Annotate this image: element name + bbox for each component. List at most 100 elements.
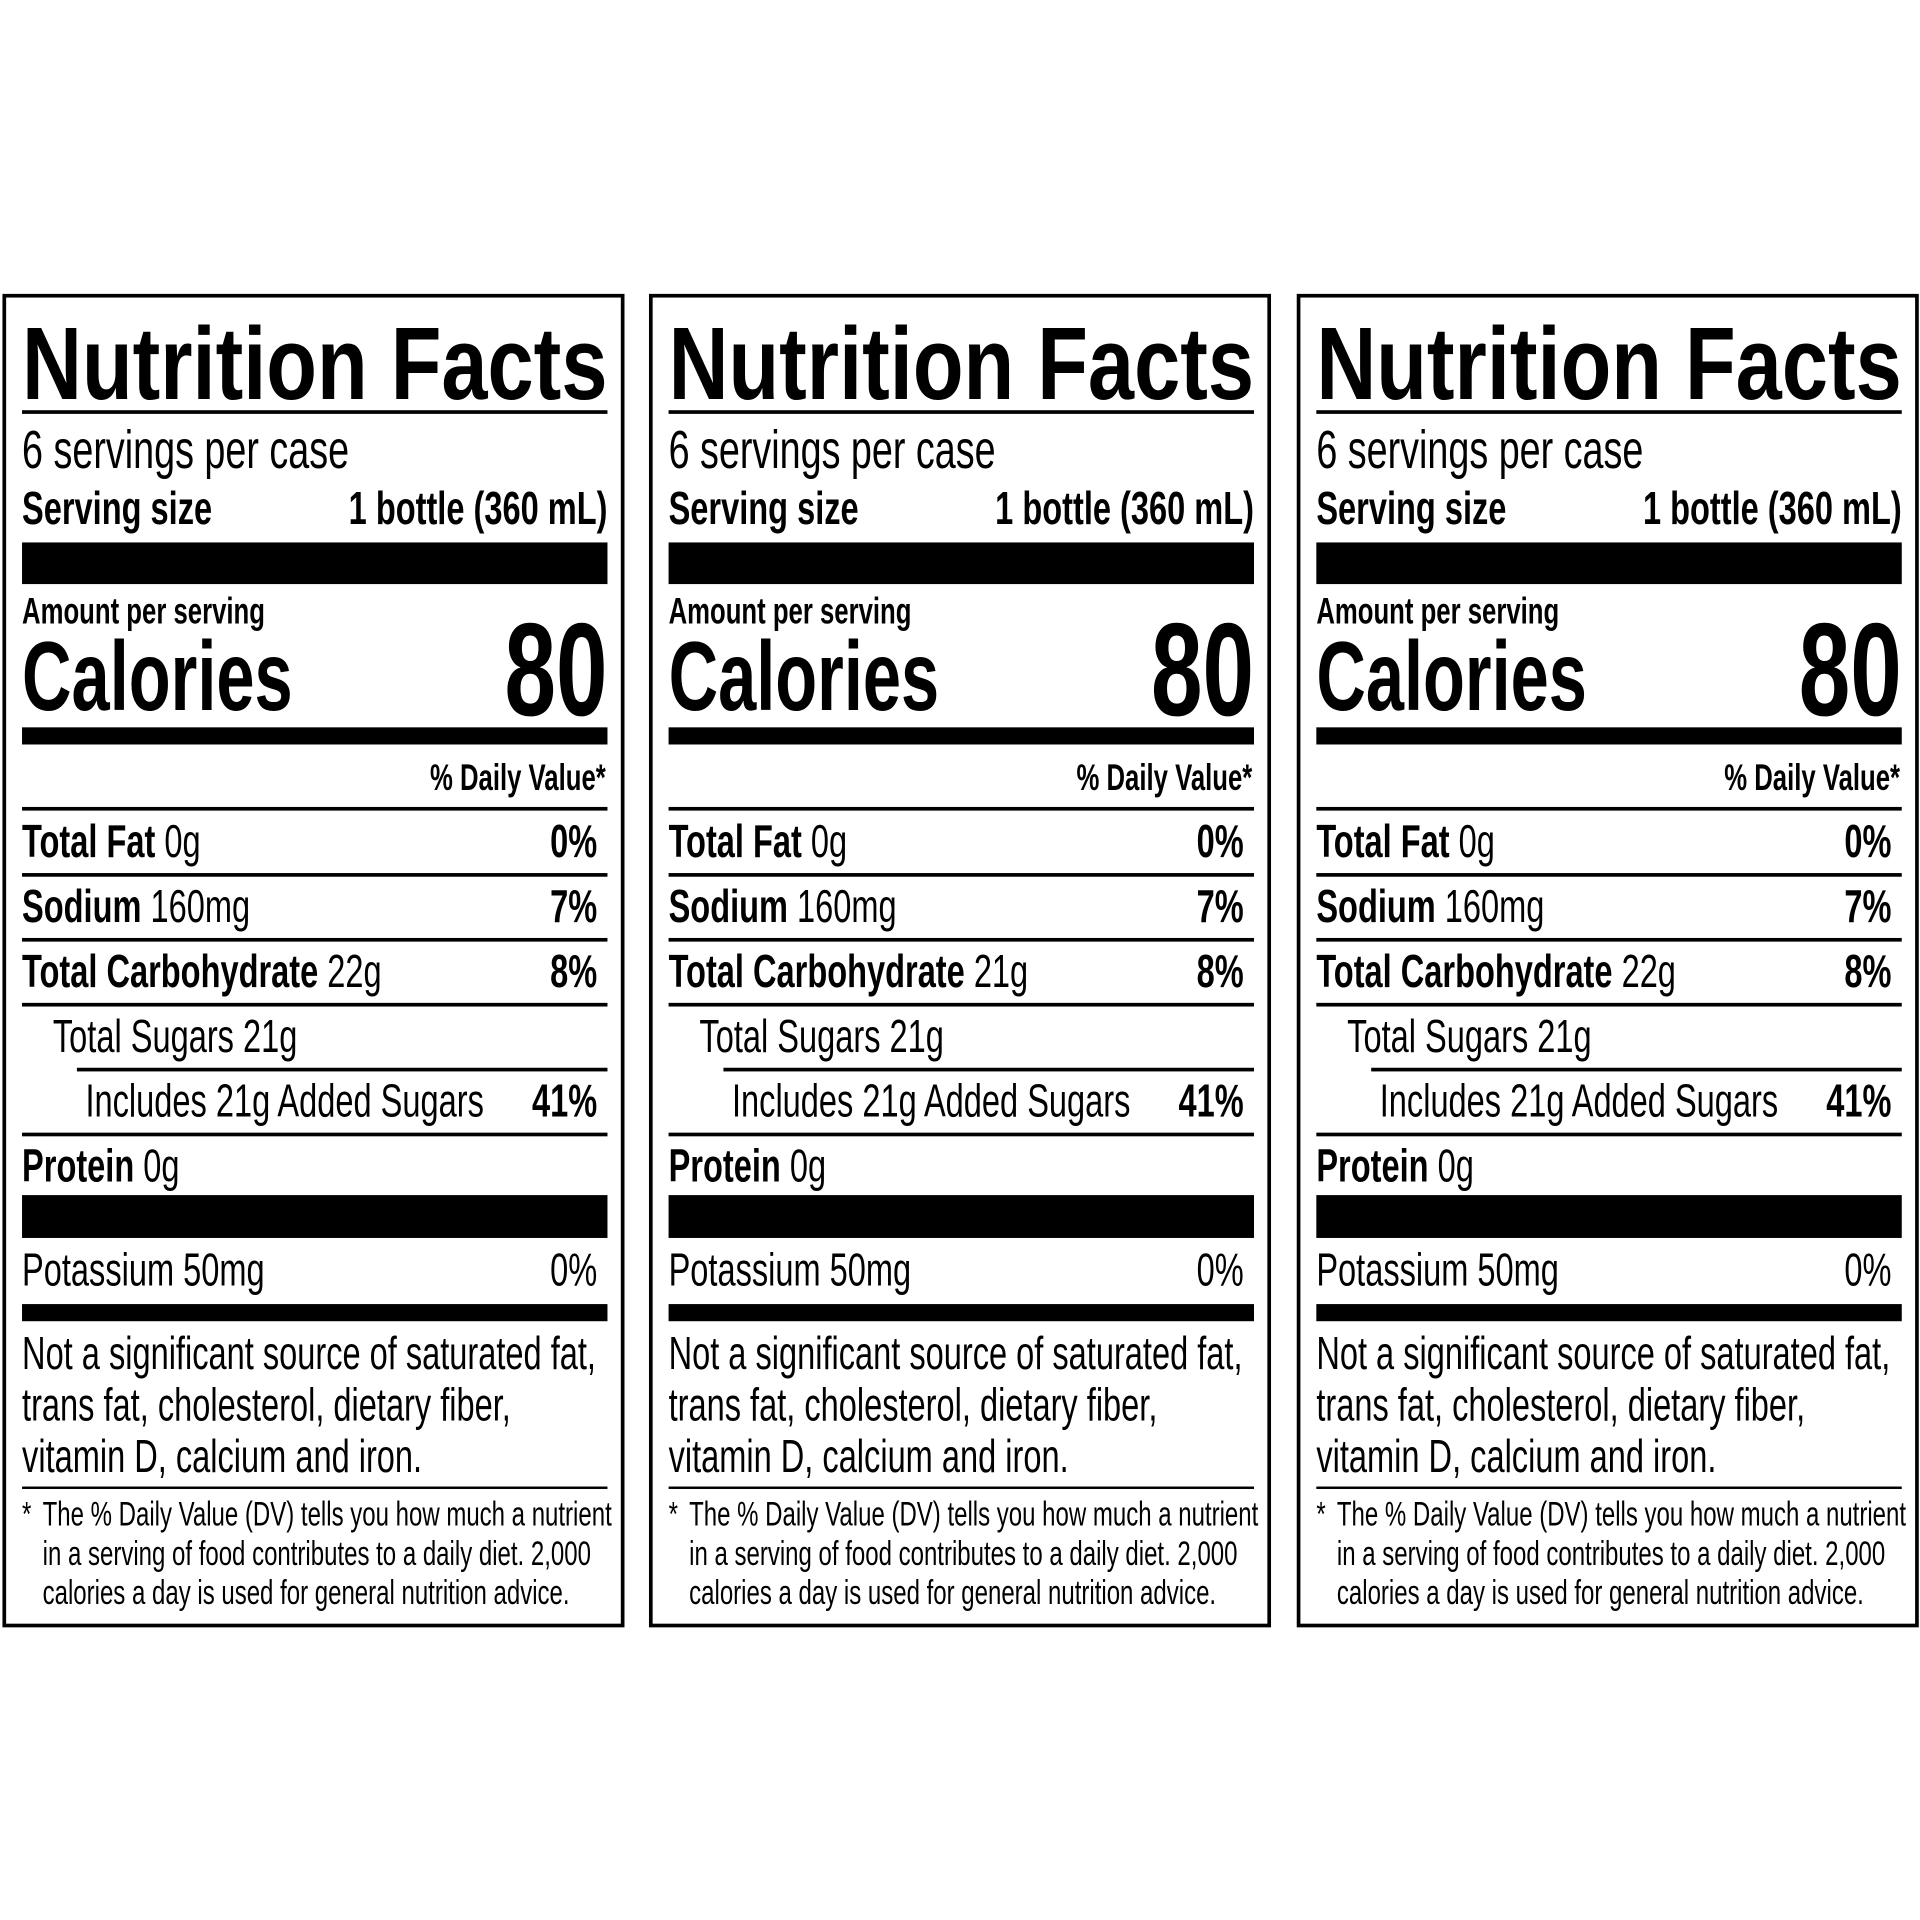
rule	[668, 410, 1255, 414]
nutrient-name: Sodium	[1316, 881, 1436, 933]
thick-bar	[1316, 1195, 1902, 1238]
daily-value-header: % Daily Value*	[1076, 757, 1253, 799]
serving-size-label: Serving size	[668, 483, 859, 535]
nutrient-name: Sodium	[668, 881, 788, 933]
potassium-dv: 0%	[1844, 1244, 1892, 1297]
nutrient-name: Total Carbohydrate	[668, 945, 965, 998]
nutrient-dv: 41%	[1178, 1075, 1244, 1128]
note-line: vitamin D, calcium and iron.	[668, 1431, 1069, 1483]
note-line: trans fat, cholesterol, dietary fiber,	[22, 1380, 511, 1432]
nutrition-label: Nutrition Facts 6 servings per case Servin…	[648, 293, 1272, 1628]
nutrient-name: Sodium	[22, 881, 142, 933]
rule	[1371, 1067, 1902, 1072]
nutrition-label: Nutrition Facts 6 servings per case Servin…	[2, 293, 625, 1628]
rule	[668, 873, 1255, 877]
nutrient-amount: 21g	[973, 945, 1029, 998]
footnote-line: calories a day is used for general nutri…	[42, 1573, 570, 1612]
servings: 6 servings per case	[668, 420, 996, 481]
footnote-mark: *	[1316, 1495, 1326, 1534]
nutrient-amount: 0g	[789, 1140, 827, 1193]
nutrient-name: Total Fat	[668, 816, 802, 868]
footnote-line: in a serving of food contributes to a da…	[1336, 1534, 1886, 1573]
nutrient-name: Total Carbohydrate	[22, 945, 319, 998]
note-line: Not a significant source of saturated fa…	[668, 1328, 1243, 1381]
medium-bar	[1316, 727, 1902, 745]
potassium-name: Potassium 50mg	[1316, 1244, 1559, 1297]
nutrient-dv: 8%	[550, 945, 598, 998]
nutrient-amount: 160mg	[797, 881, 897, 933]
nutrient-name: Protein	[22, 1140, 135, 1193]
nutrient-amount: 160mg	[1444, 881, 1545, 933]
rule	[1316, 1002, 1902, 1007]
nutrient-name-wrap: Sodium 160mg	[22, 881, 250, 934]
nutrient-row: Protein 0g	[669, 1136, 1254, 1197]
medium-bar	[1316, 1304, 1902, 1322]
calories-label: Calories	[1316, 622, 1587, 732]
rule	[668, 1486, 1255, 1489]
nutrient-name-wrap: Total Carbohydrate 22g	[22, 946, 382, 999]
serving-size-row: Serving size 1 bottle (360 mL)	[668, 483, 1254, 535]
nutrient-name-wrap: Total Sugars 21g	[1347, 1011, 1591, 1064]
title: Nutrition Facts	[1316, 306, 1902, 422]
nutrient-dv: 0%	[550, 816, 598, 868]
nutrient-row: Total Sugars 21g	[22, 1007, 607, 1068]
nutrient-name-wrap: Total Carbohydrate 21g	[669, 946, 1029, 999]
footnote-line: The % Daily Value (DV) tells you how muc…	[1336, 1495, 1907, 1534]
rule	[76, 1067, 608, 1072]
amount-per-serving: Amount per serving	[22, 591, 265, 632]
note-line: trans fat, cholesterol, dietary fiber,	[668, 1380, 1158, 1432]
nutrient-name: Total Fat	[1316, 816, 1450, 868]
medium-bar	[668, 727, 1255, 745]
footnote-line: The % Daily Value (DV) tells you how muc…	[689, 1495, 1259, 1534]
serving-size-label: Serving size	[22, 483, 213, 535]
nutrient-name: Total Carbohydrate	[1316, 945, 1613, 998]
nutrient-name-wrap: Protein 0g	[1316, 1141, 1474, 1194]
nutrition-label: Nutrition Facts 6 servings per case Servin…	[1296, 293, 1919, 1628]
nutrient-name-wrap: Sodium 160mg	[1316, 881, 1544, 934]
potassium-dv: 0%	[550, 1244, 598, 1297]
nutrient-amount: 0g	[164, 816, 201, 868]
footnote-line: calories a day is used for general nutri…	[1336, 1573, 1864, 1612]
nutrient-row: Total Fat 0g 0%	[1316, 812, 1901, 873]
serving-size-value: 1 bottle (360 mL)	[348, 483, 608, 535]
rule	[723, 1067, 1255, 1072]
rule	[22, 1132, 608, 1137]
nutrient-row: Total Carbohydrate 21g 8%	[669, 942, 1254, 1003]
nutrient-row: Sodium 160mg 7%	[22, 877, 607, 938]
calories-value: 80	[504, 595, 608, 744]
footnote-line: in a serving of food contributes to a da…	[689, 1534, 1238, 1573]
nutrient-row: Includes 21g Added Sugars 41%	[1316, 1071, 1901, 1132]
servings: 6 servings per case	[1316, 420, 1644, 481]
rule	[1316, 873, 1902, 877]
nutrient-amount: 160mg	[150, 881, 251, 933]
calories-value: 80	[1798, 595, 1902, 744]
potassium-row: Potassium 50mg 0%	[22, 1240, 607, 1301]
nutrient-amount: 0g	[1458, 816, 1495, 868]
potassium-row: Potassium 50mg 0%	[1316, 1240, 1901, 1301]
calories-value: 80	[1151, 595, 1255, 744]
footnote-line: The % Daily Value (DV) tells you how muc…	[42, 1495, 612, 1534]
nutrient-row: Total Sugars 21g	[1316, 1007, 1901, 1068]
nutrient-dv: 8%	[1196, 945, 1244, 998]
daily-value-header: % Daily Value*	[429, 757, 606, 799]
rule	[22, 1486, 608, 1489]
nutrient-dv: 8%	[1844, 945, 1892, 998]
nutrient-name: Total Fat	[22, 816, 156, 868]
nutrient-name: Total Sugars 21g	[52, 1010, 298, 1063]
nutrient-name: Includes 21g Added Sugars	[1379, 1075, 1779, 1128]
rule	[22, 1002, 608, 1007]
calories-row: Calories 80	[1316, 603, 1901, 735]
nutrient-name: Protein	[668, 1140, 781, 1193]
amount-per-serving: Amount per serving	[1316, 591, 1560, 632]
nutrient-name-wrap: Protein 0g	[669, 1141, 827, 1194]
footnote-line: calories a day is used for general nutri…	[689, 1573, 1217, 1612]
nutrient-row: Protein 0g	[22, 1136, 607, 1197]
thick-bar	[22, 542, 608, 585]
nutrient-name: Total Sugars 21g	[1347, 1010, 1592, 1063]
calories-row: Calories 80	[22, 603, 607, 735]
medium-bar	[22, 727, 608, 745]
nutrient-amount: 0g	[143, 1140, 180, 1193]
rule	[668, 1132, 1255, 1137]
